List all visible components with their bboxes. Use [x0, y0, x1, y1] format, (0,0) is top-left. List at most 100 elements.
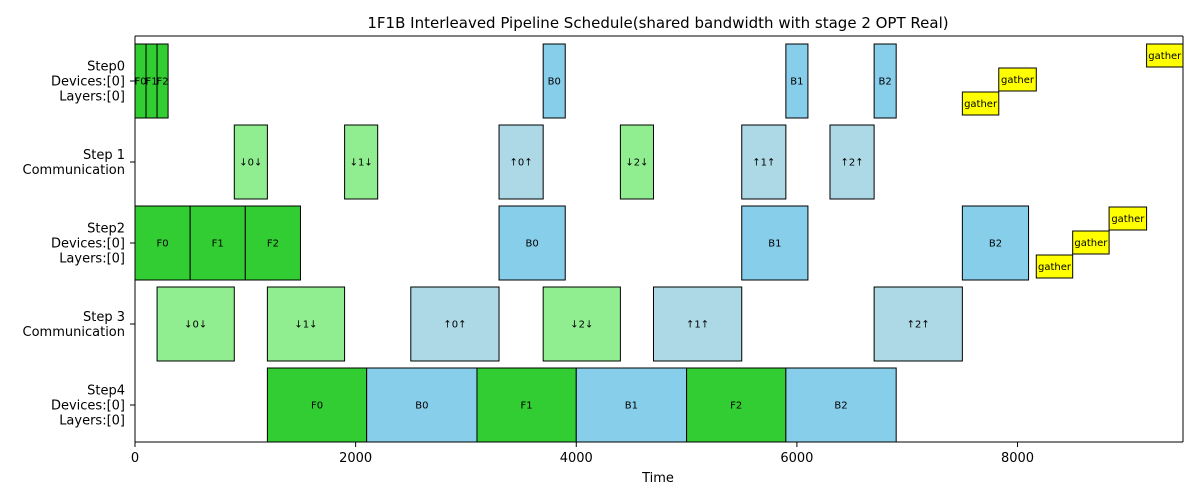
task-comm_backward-0-row1: ↑0↑: [498, 124, 544, 200]
task-comm_backward-2-row1: ↑2↑: [829, 124, 875, 200]
task-label: B2: [989, 239, 1002, 250]
task-label: B0: [415, 401, 428, 412]
task-comm_backward-2-row3: ↑2↑: [873, 286, 963, 362]
task-gather-gather-row2: gather: [1072, 230, 1110, 255]
task-backward-B2-row0: B2: [873, 43, 897, 119]
task-comm_forward-2-row1: ↓2↓: [619, 124, 654, 200]
task-label: ↑1↑: [752, 158, 775, 169]
task-label: F2: [267, 239, 279, 250]
task-backward-B0-row0: B0: [542, 43, 566, 119]
task-comm_backward-1-row1: ↑1↑: [741, 124, 787, 200]
task-label: B0: [526, 239, 539, 250]
task-label: ↑0↑: [510, 158, 533, 169]
task-backward-B0-row2: B0: [498, 205, 566, 281]
task-forward-F0-row2: F0: [134, 205, 191, 281]
task-comm_backward-0-row3: ↑0↑: [410, 286, 500, 362]
x-tick-label: 8000: [1001, 451, 1034, 466]
task-label: F2: [157, 77, 169, 88]
task-bar: [410, 286, 500, 362]
task-bar: [619, 124, 654, 200]
task-label: ↑2↑: [840, 158, 863, 169]
task-bar: [1072, 230, 1110, 255]
x-tick-label: 6000: [780, 451, 813, 466]
x-axis-label: Time: [641, 471, 674, 486]
task-comm_backward-1-row3: ↑1↑: [652, 286, 743, 362]
task-bar: [873, 43, 897, 119]
task-forward-F2-row2: F2: [244, 205, 301, 281]
task-bar: [998, 67, 1037, 92]
y-tick-label-step4: Step4 Devices:[0] Layers:[0]: [51, 384, 125, 429]
task-label: B1: [790, 77, 803, 88]
chart-title: 1F1B Interleaved Pipeline Schedule(share…: [367, 14, 948, 32]
task-gather-gather-row2: gather: [1035, 254, 1074, 279]
x-tick-label: 2000: [339, 451, 372, 466]
x-axis: 0 2000 4000 6000 8000: [131, 35, 1184, 466]
y-tick-label-step3: Step 3 Communication: [23, 310, 125, 340]
task-backward-B1-row2: B1: [741, 205, 809, 281]
y-tick-label-step1: Step 1 Communication: [23, 148, 125, 178]
task-label: gather: [1148, 51, 1182, 62]
task-bar: [344, 124, 379, 200]
task-backward-B0-row4: B0: [366, 367, 478, 443]
task-bar: [1108, 206, 1148, 231]
task-bar: [233, 124, 268, 200]
task-bar: [873, 286, 963, 362]
task-label: B2: [879, 77, 892, 88]
task-forward-F2-row0: F2: [156, 43, 169, 119]
y-axis: Step0 Devices:[0] Layers:[0] Step 1 Communic…: [23, 36, 136, 442]
task-bar: [156, 43, 169, 119]
task-bar: [829, 124, 875, 200]
task-forward-F1-row4: F1: [476, 367, 577, 443]
task-bar: [961, 205, 1030, 281]
task-forward-F0-row4: F0: [266, 367, 368, 443]
task-gather-gather-row2: gather: [1108, 206, 1148, 231]
task-bar: [575, 367, 688, 443]
y-tick-label-step2: Step2 Devices:[0] Layers:[0]: [51, 222, 125, 267]
task-label: gather: [1001, 75, 1035, 86]
task-backward-B2-row4: B2: [785, 367, 897, 443]
task-bar: [542, 286, 621, 362]
task-label: ↓2↓: [570, 320, 593, 331]
task-bar: [785, 43, 809, 119]
task-bar: [785, 367, 897, 443]
task-label: ↓0↓: [184, 320, 207, 331]
task-label: F0: [134, 77, 146, 88]
task-label: ↑1↑: [686, 320, 709, 331]
task-bar: [741, 124, 787, 200]
task-label: F1: [145, 77, 157, 88]
task-bar: [652, 286, 743, 362]
task-label: ↓2↓: [625, 158, 648, 169]
x-tick-label: 4000: [560, 451, 593, 466]
task-label: ↓0↓: [239, 158, 262, 169]
task-label: B1: [625, 401, 638, 412]
task-label: gather: [1111, 214, 1145, 225]
task-label: B2: [834, 401, 847, 412]
task-bar: [961, 91, 1000, 116]
task-forward-F1-row2: F1: [189, 205, 246, 281]
task-backward-B1-row0: B1: [785, 43, 809, 119]
task-label: ↑0↑: [443, 320, 466, 331]
task-bar: [244, 205, 301, 281]
task-backward-B2-row2: B2: [961, 205, 1030, 281]
task-label: B0: [548, 77, 561, 88]
task-gather-gather-row0: gather: [961, 91, 1000, 116]
task-label: ↓1↓: [294, 320, 317, 331]
task-gather-gather-row0: gather: [1146, 43, 1184, 68]
task-bar: [498, 205, 566, 281]
task-bar: [189, 205, 246, 281]
task-gather-gather-row0: gather: [998, 67, 1037, 92]
task-bar: [156, 286, 235, 362]
task-label: F2: [730, 401, 742, 412]
task-label: ↓1↓: [350, 158, 373, 169]
x-tick-label: 0: [131, 451, 139, 466]
task-label: gather: [1074, 238, 1108, 249]
task-bar: [1035, 254, 1074, 279]
y-tick-label-step0: Step0 Devices:[0] Layers:[0]: [51, 60, 125, 105]
task-label: F1: [212, 239, 224, 250]
task-comm_forward-1-row3: ↓1↓: [266, 286, 346, 362]
task-label: F0: [311, 401, 323, 412]
task-comm_forward-2-row3: ↓2↓: [542, 286, 621, 362]
task-bar: [542, 43, 566, 119]
